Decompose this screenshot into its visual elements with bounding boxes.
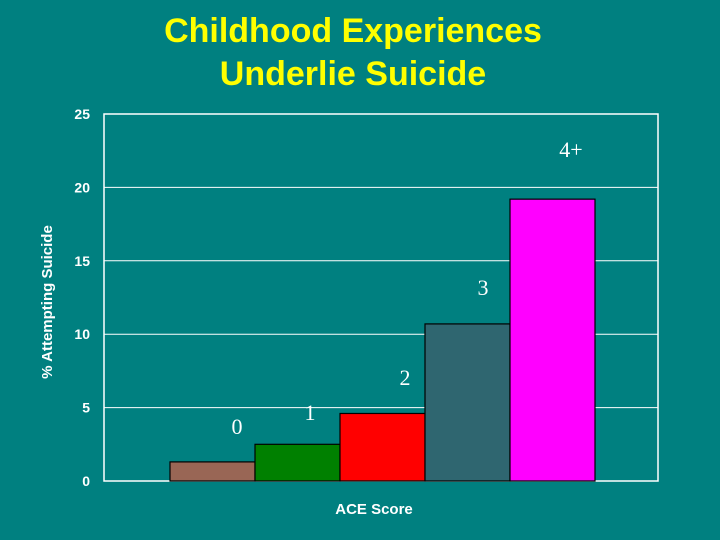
bar-label: 3 — [478, 275, 489, 300]
y-tick-label: 25 — [74, 106, 90, 122]
y-tick-label: 20 — [74, 179, 90, 195]
bar-label: 2 — [400, 365, 411, 390]
slide-title-line-2: Underlie Suicide — [219, 55, 487, 93]
bar-2 — [339, 412, 426, 482]
bar-0 — [169, 461, 256, 482]
bar-label: 1 — [305, 400, 316, 425]
bar-1 — [254, 443, 341, 482]
bars — [169, 198, 596, 482]
bar-4plus — [509, 198, 596, 482]
slide-title-line-1: Childhood Experiences — [164, 12, 542, 50]
y-tick-label: 10 — [74, 326, 90, 342]
bar-3 — [424, 323, 511, 482]
bar-label: 4+ — [559, 137, 582, 162]
y-tick-label: 15 — [74, 253, 90, 269]
y-axis-ticks: 0 5 10 15 20 25 — [74, 106, 90, 489]
x-axis-title: ACE Score — [335, 501, 413, 518]
bar-data-labels: 0 1 2 3 4+ — [232, 137, 583, 439]
slide-title: Childhood Experiences Underlie Suicide — [0, 10, 706, 96]
y-tick-label: 0 — [82, 473, 90, 489]
y-axis-title: % Attempting Suicide — [39, 225, 56, 379]
bar-label: 0 — [232, 414, 243, 439]
y-tick-label: 5 — [82, 400, 90, 416]
